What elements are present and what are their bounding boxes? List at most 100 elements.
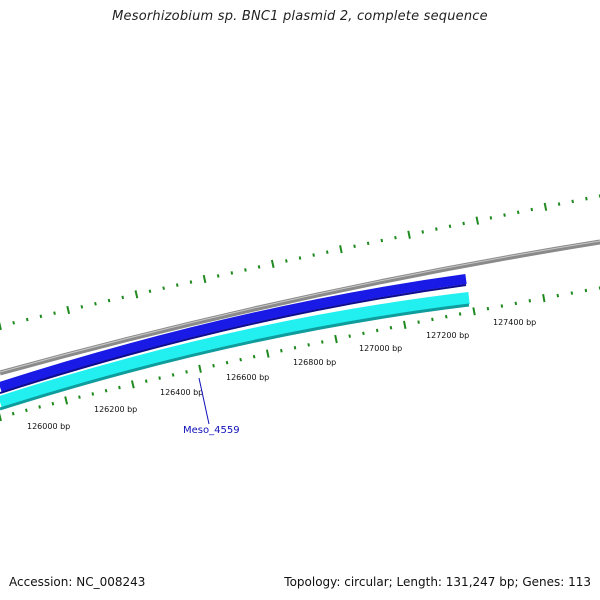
inner-ring-minor-tick xyxy=(280,348,283,353)
reverse-gene-track[interactable] xyxy=(0,292,470,408)
outer-ring-major-tick xyxy=(134,290,139,299)
inner-ring-minor-tick xyxy=(225,360,229,365)
inner-ring-minor-tick xyxy=(486,306,490,311)
outer-ring-minor-tick xyxy=(366,241,370,246)
inner-ring-minor-tick xyxy=(389,325,393,330)
outer-ring-minor-tick xyxy=(312,253,315,257)
tick-labels: 126000 bp 126200 bp 126400 bp 126600 bp 1268… xyxy=(27,318,536,431)
gene-callout-line xyxy=(198,377,210,425)
outer-ring-minor-tick xyxy=(189,280,193,284)
outer-ring-minor-tick xyxy=(435,227,438,231)
outer-ring-minor-tick xyxy=(353,244,356,249)
outer-ring-minor-tick xyxy=(257,265,261,269)
inner-ring-minor-tick xyxy=(38,405,41,409)
reverse-track-edge xyxy=(0,303,470,411)
outer-ring-minor-tick xyxy=(12,320,15,325)
inner-ring-minor-tick xyxy=(321,340,324,344)
outer-ring-minor-tick xyxy=(175,283,179,287)
outer-tick-ring xyxy=(0,194,600,331)
outer-ring-minor-tick xyxy=(462,221,465,226)
map-title: Mesorhizobium sp. BNC1 plasmid 2, comple… xyxy=(112,9,488,24)
scale-tick-label: 126400 bp xyxy=(160,388,203,397)
outer-ring-minor-tick xyxy=(421,230,425,234)
inner-ring-minor-tick xyxy=(458,312,462,316)
outer-ring-major-tick xyxy=(270,259,275,269)
outer-ring-minor-tick xyxy=(121,295,125,300)
inner-ring-minor-tick xyxy=(528,299,532,303)
outer-ring-major-tick xyxy=(202,274,207,284)
inner-ring-minor-tick xyxy=(500,304,504,308)
inner-ring-minor-tick xyxy=(556,293,560,298)
accession-text: Accession: NC_008243 xyxy=(9,575,146,589)
outer-ring-minor-tick xyxy=(162,286,165,290)
inner-ring-minor-tick xyxy=(444,314,448,319)
outer-ring-minor-tick xyxy=(585,196,588,201)
outer-ring-minor-tick xyxy=(25,317,29,322)
outer-ring-minor-tick xyxy=(394,235,397,240)
inner-ring-major-tick xyxy=(265,349,270,358)
gene-label-meso-4559[interactable]: Meso_4559 xyxy=(183,425,240,436)
inner-ring-minor-tick xyxy=(514,301,518,306)
scale-tick-label: 126200 bp xyxy=(94,405,137,414)
backbone-highlight xyxy=(0,240,600,373)
outer-ring-minor-tick xyxy=(530,207,534,212)
outer-ring-minor-tick xyxy=(298,256,302,260)
forward-gene-track[interactable] xyxy=(0,274,467,392)
inner-ring-minor-tick xyxy=(431,317,434,322)
outer-ring-major-tick xyxy=(339,245,343,254)
inner-ring-major-tick xyxy=(198,364,202,373)
outer-ring-major-tick xyxy=(407,230,411,239)
inner-ring-major-tick xyxy=(130,380,135,389)
inner-ring-major-tick xyxy=(403,320,407,329)
outer-ring-major-tick xyxy=(543,202,548,211)
inner-ring-minor-tick xyxy=(252,354,256,359)
outer-ring-minor-tick xyxy=(448,224,452,228)
inner-ring-minor-tick xyxy=(362,331,365,336)
inner-ring-minor-tick xyxy=(118,385,121,390)
outer-ring-minor-tick xyxy=(216,274,220,278)
inner-ring-minor-tick xyxy=(239,357,242,362)
outer-ring-minor-tick xyxy=(53,311,56,315)
inner-ring-minor-tick xyxy=(158,376,161,380)
inner-ring-minor-tick xyxy=(570,291,574,295)
forward-track-edge xyxy=(0,284,467,394)
inner-ring-minor-tick xyxy=(11,411,15,416)
inner-ring-minor-tick xyxy=(144,379,148,383)
inner-ring-major-tick xyxy=(472,307,476,316)
outer-ring-major-tick xyxy=(475,216,480,225)
scale-tick-label: 127200 bp xyxy=(426,331,469,340)
backbone-line xyxy=(0,239,600,376)
inner-ring-major-tick xyxy=(0,412,2,422)
outer-ring-minor-tick xyxy=(39,314,43,319)
outer-ring-major-tick xyxy=(0,321,2,331)
outer-ring-minor-tick xyxy=(230,271,234,275)
inner-ring-minor-tick xyxy=(348,334,351,338)
inner-ring-major-tick xyxy=(542,294,546,303)
inner-ring-minor-tick xyxy=(185,370,188,374)
inner-ring-minor-tick xyxy=(212,363,215,368)
outer-ring-minor-tick xyxy=(325,250,329,254)
outer-ring-minor-tick xyxy=(380,238,384,243)
outer-ring-minor-tick xyxy=(244,268,247,272)
scale-tick-label: 127400 bp xyxy=(493,318,536,327)
outer-ring-major-tick xyxy=(66,305,71,315)
inner-ring-minor-tick xyxy=(25,408,28,413)
outer-ring-minor-tick xyxy=(503,213,506,217)
inner-ring-minor-tick xyxy=(171,373,175,377)
inner-ring-minor-tick xyxy=(104,388,108,393)
summary-text: Topology: circular; Length: 131,247 bp; … xyxy=(284,575,591,589)
outer-ring-minor-tick xyxy=(516,210,520,215)
inner-ring-minor-tick xyxy=(307,343,310,347)
inner-ring-minor-tick xyxy=(584,288,588,293)
scale-tick-label: 126000 bp xyxy=(27,422,70,431)
outer-ring-minor-tick xyxy=(285,259,288,263)
scale-tick-label: 126600 bp xyxy=(226,373,269,382)
inner-ring-minor-tick xyxy=(78,395,81,399)
scale-tick-label: 127000 bp xyxy=(359,344,402,353)
outer-ring-minor-tick xyxy=(571,199,574,204)
outer-ring-minor-tick xyxy=(107,298,111,303)
inner-ring-minor-tick xyxy=(293,346,297,350)
outer-ring-minor-tick xyxy=(94,301,97,306)
inner-ring-minor-tick xyxy=(375,328,379,333)
